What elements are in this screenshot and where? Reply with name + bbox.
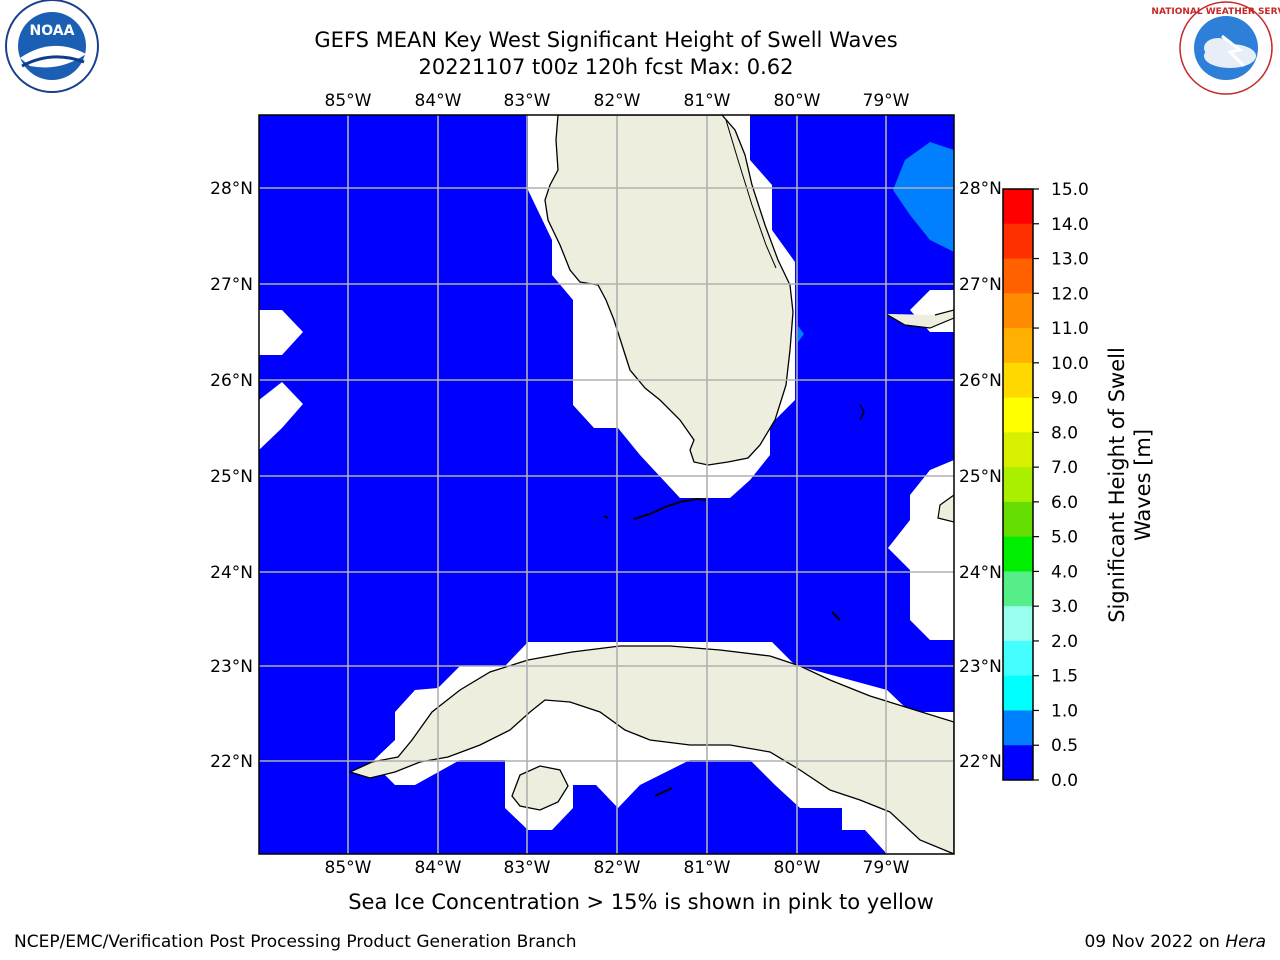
colorbar-band: [1003, 606, 1033, 642]
lat-tick-right: 26°N: [959, 371, 1002, 391]
colorbar-tick-label: 14.0: [1051, 215, 1089, 235]
swell-band-0p5-1: [893, 142, 954, 252]
colorbar-band: [1003, 501, 1033, 538]
colorbar-band: [1003, 467, 1033, 503]
lon-tick-top: 82°W: [594, 91, 641, 111]
noaa-logo-text: NOAA: [30, 23, 75, 39]
nws-logo: NATIONAL WEATHER SERVICE: [1151, 1, 1280, 95]
colorbar-tick-label: 6.0: [1051, 493, 1078, 513]
colorbar-ticks: 15.0 14.0 13.0 12.0 11.0 10.0 9.0 8.0 7.0 6.0 5.0 4…: [1033, 180, 1089, 791]
lat-tick-left: 23°N: [210, 657, 253, 677]
colorbar-bands: [1003, 189, 1033, 781]
lon-tick-bottom: 83°W: [504, 858, 551, 878]
colorbar-tick-label: 0.5: [1051, 736, 1078, 756]
colorbar-tick-label: 8.0: [1051, 423, 1078, 443]
lat-tick-right: 23°N: [959, 657, 1002, 677]
lon-tick-bottom: 81°W: [684, 858, 731, 878]
lat-tick-right: 27°N: [959, 275, 1002, 295]
colorbar-tick-label: 15.0: [1051, 180, 1089, 200]
colorbar-band: [1003, 745, 1033, 781]
map-subtitle: 20221107 t00z 120h fcst Max: 0.62: [418, 55, 794, 79]
map-title: GEFS MEAN Key West Significant Height of…: [314, 28, 898, 52]
colorbar-band: [1003, 432, 1033, 468]
lat-tick-right: 24°N: [959, 563, 1002, 583]
colorbar-tick-label: 7.0: [1051, 458, 1078, 478]
colorbar-band: [1003, 223, 1033, 260]
lat-tick-right: 25°N: [959, 467, 1002, 487]
lon-tick-bottom: 80°W: [774, 858, 821, 878]
lon-tick-top: 81°W: [684, 91, 731, 111]
lat-ticks-left: 28°N 27°N 26°N 25°N 24°N 23°N 22°N: [210, 179, 253, 772]
lat-tick-left: 25°N: [210, 467, 253, 487]
colorbar-tick-label: 1.5: [1051, 667, 1078, 687]
colorbar-band: [1003, 328, 1033, 364]
colorbar-tick-label: 9.0: [1051, 389, 1078, 409]
colorbar-band: [1003, 189, 1033, 225]
colorbar-band: [1003, 640, 1033, 677]
lat-tick-left: 28°N: [210, 179, 253, 199]
colorbar-band: [1003, 293, 1033, 329]
footer-date-text: 09 Nov 2022 on: [1084, 932, 1226, 952]
colorbar-tick-label: 2.0: [1051, 632, 1078, 652]
colorbar-tick-label: 0.0: [1051, 771, 1078, 791]
sea-ice-note: Sea Ice Concentration > 15% is shown in …: [348, 890, 934, 914]
footer-credit: NCEP/EMC/Verification Post Processing Pr…: [14, 932, 577, 952]
lon-tick-top: 80°W: [774, 91, 821, 111]
lat-tick-left: 22°N: [210, 752, 253, 772]
lon-ticks-top: 85°W 84°W 83°W 82°W 81°W 80°W 79°W: [325, 91, 910, 111]
colorbar-tick-label: 11.0: [1051, 319, 1089, 339]
graticule: [259, 115, 954, 854]
lat-tick-right: 22°N: [959, 752, 1002, 772]
colorbar-label-line2: Waves [m]: [1131, 429, 1155, 541]
colorbar-band: [1003, 362, 1033, 399]
lat-tick-left: 24°N: [210, 563, 253, 583]
colorbar-tick-label: 4.0: [1051, 562, 1078, 582]
colorbar-band: [1003, 571, 1033, 607]
colorbar-band: [1003, 397, 1033, 433]
colorbar-tick-label: 1.0: [1051, 701, 1078, 721]
lon-ticks-bottom: 85°W 84°W 83°W 82°W 81°W 80°W 79°W: [325, 858, 910, 878]
lat-tick-right: 28°N: [959, 179, 1002, 199]
footer-host: Hera: [1225, 932, 1266, 952]
colorbar-frame: [1002, 188, 1034, 781]
colorbar: 15.0 14.0 13.0 12.0 11.0 10.0 9.0 8.0 7.0 6.0 5.0 4…: [1002, 180, 1155, 791]
lon-tick-top: 83°W: [504, 91, 551, 111]
map-frame: [258, 114, 955, 855]
lon-tick-bottom: 79°W: [863, 858, 910, 878]
colorbar-band: [1003, 536, 1033, 572]
colorbar-tick-label: 10.0: [1051, 354, 1089, 374]
lon-tick-bottom: 85°W: [325, 858, 372, 878]
isla-juventud: [511, 765, 569, 811]
lon-tick-top: 79°W: [863, 91, 910, 111]
colorbar-tick-label: 13.0: [1051, 250, 1089, 270]
colorbar-band: [1003, 675, 1033, 711]
nws-logo-text: NATIONAL WEATHER SERVICE: [1151, 7, 1280, 17]
florida-land: [544, 115, 794, 466]
lat-tick-left: 26°N: [210, 371, 253, 391]
footer-date: 09 Nov 2022 on Hera: [1084, 932, 1266, 952]
colorbar-tick-label: 5.0: [1051, 528, 1078, 548]
lon-tick-top: 84°W: [415, 91, 462, 111]
colorbar-label-line1: Significant Height of Swell: [1105, 347, 1129, 623]
colorbar-band: [1003, 710, 1033, 746]
colorbar-band: [1003, 258, 1033, 294]
lat-tick-left: 27°N: [210, 275, 253, 295]
lat-ticks-right: 28°N 27°N 26°N 25°N 24°N 23°N 22°N: [959, 179, 1002, 772]
noaa-logo: NOAA: [5, 0, 99, 93]
map-area: [259, 115, 954, 854]
colorbar-tick-label: 3.0: [1051, 597, 1078, 617]
lon-tick-top: 85°W: [325, 91, 372, 111]
colorbar-tick-label: 12.0: [1051, 284, 1089, 304]
lon-tick-bottom: 84°W: [415, 858, 462, 878]
lon-tick-bottom: 82°W: [594, 858, 641, 878]
